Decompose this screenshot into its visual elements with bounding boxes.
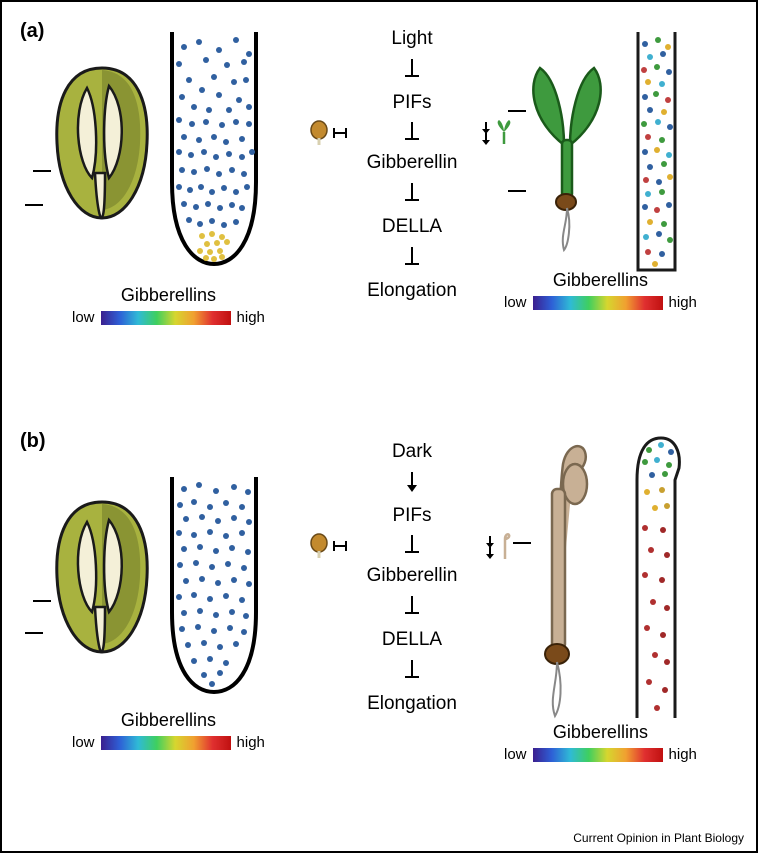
inhib-icon xyxy=(411,183,413,201)
legend-a-left: Gibberellins low high xyxy=(72,285,265,326)
root-tip-b xyxy=(164,477,264,702)
hypocotyl-dark xyxy=(627,430,687,725)
seed-a xyxy=(47,58,157,233)
mini-seedling-icon xyxy=(493,118,515,146)
inhib-icon xyxy=(411,59,413,77)
mini-etiolated-icon xyxy=(497,531,513,561)
root-tip-a xyxy=(164,32,264,277)
pw-light: Light xyxy=(337,24,487,55)
legend-high: high xyxy=(237,309,265,326)
small-inhib-icon xyxy=(335,132,345,134)
mini-seed-icon xyxy=(309,533,329,559)
double-arrow-icon xyxy=(485,122,487,143)
hypocotyl-light xyxy=(630,32,685,277)
legend-b-left: Gibberellins low high xyxy=(72,710,265,751)
inhib-icon xyxy=(411,535,413,553)
seed-b xyxy=(47,492,157,667)
inhib-icon xyxy=(411,122,413,140)
legend-title: Gibberellins xyxy=(72,285,265,306)
figure-credit: Current Opinion in Plant Biology xyxy=(573,831,744,845)
pw-della: DELLA xyxy=(337,212,487,243)
arrow-icon xyxy=(411,472,413,490)
pw-elong: Elongation xyxy=(337,276,487,307)
seedling-light xyxy=(522,50,612,265)
legend-a-right: Gibberellins low high xyxy=(504,270,697,311)
pathway-a: Light PIFs Gibberellin DELLA Elongation xyxy=(337,24,487,306)
figure-frame: (a) xyxy=(0,0,758,853)
panel-a-label: (a) xyxy=(20,20,44,43)
pw-pifs: PIFs xyxy=(337,88,487,119)
panel-a: (a) xyxy=(2,2,756,422)
inhib-icon xyxy=(411,247,413,265)
double-arrow-icon xyxy=(489,536,491,557)
small-inhib-icon xyxy=(335,545,345,547)
panel-b: (b) xyxy=(2,422,756,842)
legend-low: low xyxy=(72,309,95,326)
legend-b-right: Gibberellins low high xyxy=(504,722,697,763)
seedling-dark xyxy=(527,434,607,729)
pathway-b: Dark PIFs Gibberellin DELLA Elongation xyxy=(337,437,487,719)
mini-seed-icon xyxy=(309,120,329,146)
panel-b-label: (b) xyxy=(20,430,46,453)
pw-dark: Dark xyxy=(337,437,487,468)
gradient-bar xyxy=(101,311,231,325)
pw-gib: Gibberellin xyxy=(337,148,487,179)
